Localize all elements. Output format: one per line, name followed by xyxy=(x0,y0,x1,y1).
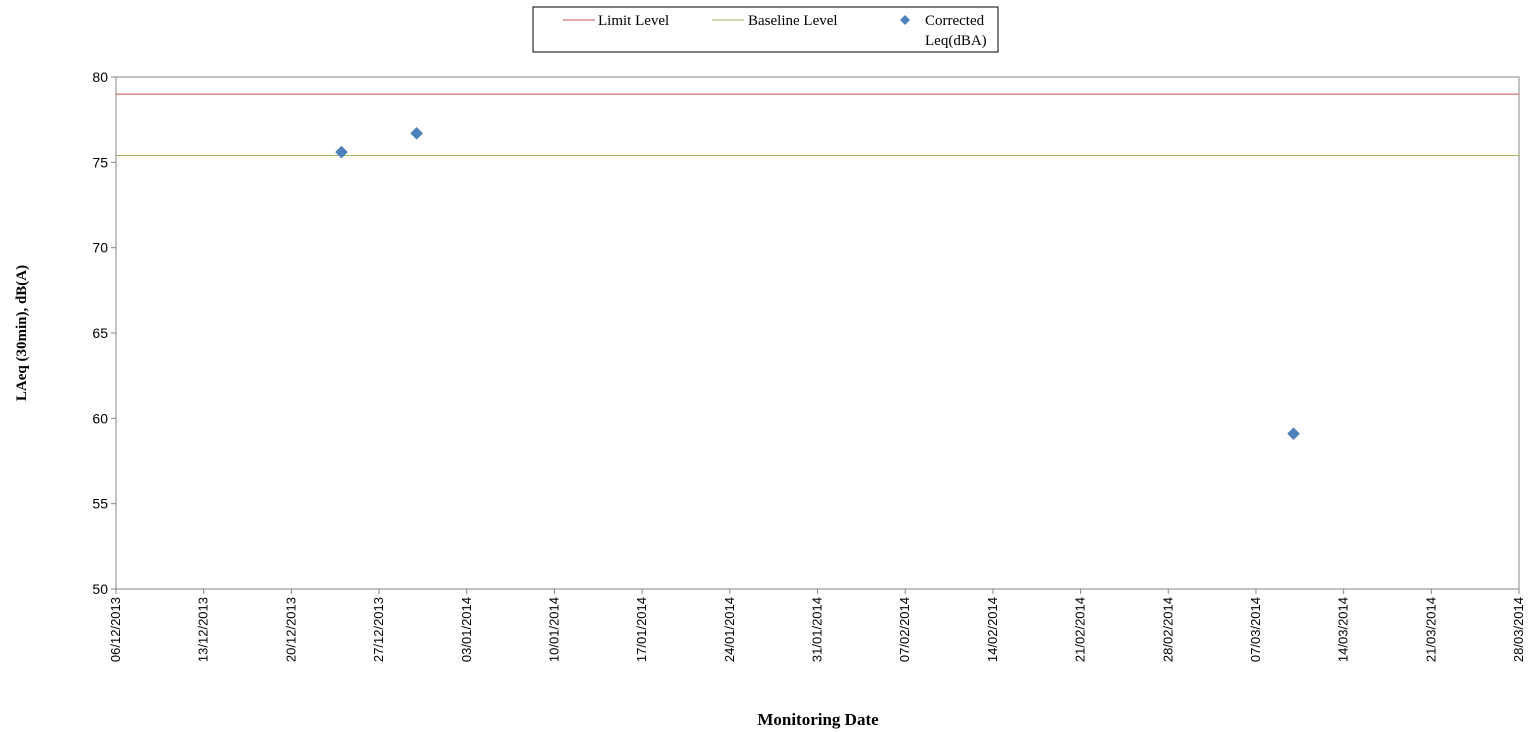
x-tick-label: 10/01/2014 xyxy=(546,597,561,662)
x-tick-label: 24/01/2014 xyxy=(722,597,737,662)
x-tick-label: 07/03/2014 xyxy=(1248,597,1263,662)
y-tick-label: 80 xyxy=(92,69,108,85)
x-tick-label: 20/12/2013 xyxy=(283,597,298,662)
y-tick-label: 50 xyxy=(92,581,108,597)
legend-corrected-label-line1: Corrected xyxy=(925,13,985,29)
legend: Limit Level Baseline Level Corrected Leq… xyxy=(532,6,999,53)
x-tick-label: 28/03/2014 xyxy=(1511,597,1526,662)
x-tick-label: 28/02/2014 xyxy=(1160,597,1175,662)
y-axis-title: LAeq (30min), dB(A) xyxy=(14,265,30,401)
y-tick-label: 55 xyxy=(92,496,108,512)
y-tick-label: 75 xyxy=(92,154,108,170)
legend-corrected-label-line2: Leq(dBA) xyxy=(925,33,987,49)
legend-box xyxy=(532,6,999,53)
x-tick-label: 07/02/2014 xyxy=(897,597,912,662)
x-tick-label: 21/02/2014 xyxy=(1073,597,1088,662)
plot-area xyxy=(115,76,1520,590)
x-tick-label: 21/03/2014 xyxy=(1423,597,1438,662)
x-tick-label: 27/12/2013 xyxy=(371,597,386,662)
x-tick-label: 31/01/2014 xyxy=(810,597,825,662)
x-tick-label: 17/01/2014 xyxy=(634,597,649,662)
legend-baseline-label: Baseline Level xyxy=(748,13,838,29)
x-tick-label: 06/12/2013 xyxy=(108,597,123,662)
x-tick-label: 13/12/2013 xyxy=(196,597,211,662)
y-tick-label: 70 xyxy=(92,240,108,256)
corrected-leq-point xyxy=(1287,427,1300,441)
legend-corrected-marker xyxy=(900,15,910,25)
legend-limit-label: Limit Level xyxy=(598,13,669,29)
corrected-leq-point xyxy=(410,126,423,140)
x-tick-label: 14/03/2014 xyxy=(1336,597,1351,662)
x-axis-title: Monitoring Date xyxy=(757,710,879,729)
x-tick-label: 03/01/2014 xyxy=(459,597,474,662)
y-tick-label: 65 xyxy=(92,325,108,341)
x-tick-label: 14/02/2014 xyxy=(985,597,1000,662)
y-axis: 50 55 60 65 70 75 80 xyxy=(92,69,116,597)
reference-lines xyxy=(116,93,1519,157)
x-axis: 06/12/2013 13/12/2013 20/12/2013 27/12/2013… xyxy=(108,589,1526,662)
data-points xyxy=(335,126,1300,441)
corrected-leq-point xyxy=(335,145,348,159)
y-tick-label: 60 xyxy=(92,410,108,426)
